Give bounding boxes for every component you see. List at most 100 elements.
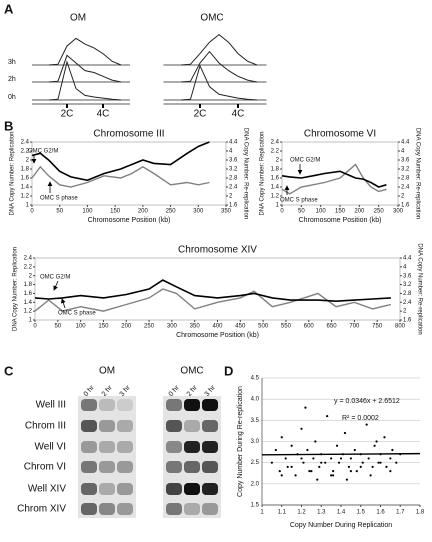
point (310, 470, 313, 473)
group-label: OM (99, 366, 115, 377)
trendline (261, 452, 421, 456)
point (300, 427, 303, 430)
y-tick-label: 2.5 (251, 460, 260, 466)
y2-tick-label: 1.6 (401, 203, 410, 209)
y-tick-label: 1 (29, 318, 33, 324)
point (347, 465, 350, 468)
blot-membrane (78, 396, 136, 518)
point (335, 444, 339, 447)
y-axis-title: DNA Copy Number: Replication (260, 131, 266, 215)
point (284, 457, 287, 460)
point (349, 470, 352, 473)
panel-title: OMC (200, 13, 223, 24)
y2-tick-label: 3.6 (403, 273, 412, 279)
x-tick-label: 0 (33, 324, 37, 330)
y-tick-label: 2.4 (271, 140, 280, 146)
y-tick-label: 2.4 (24, 256, 33, 262)
point (367, 457, 370, 460)
x-tick-label: 1.5 (357, 510, 366, 516)
y2-tick-label: 3.6 (229, 158, 238, 164)
point (278, 470, 281, 473)
series-annotation: OMC G2/M (290, 158, 320, 164)
y-tick-label: 2.0 (251, 481, 260, 487)
y2-tick-label: 2.8 (401, 176, 410, 182)
x-tick-label: 2C (61, 109, 74, 120)
x-tick-label: 200 (354, 209, 365, 215)
blot-membrane (163, 396, 221, 518)
x-tick-label: 250 (144, 324, 155, 330)
blot-band (184, 441, 200, 453)
y-tick-label: 1.2 (24, 309, 33, 315)
x-tick-label: 100 (76, 324, 87, 330)
blot-band (184, 483, 200, 495)
x-tick-label: 250 (166, 209, 177, 215)
row-label: Well III (36, 400, 66, 411)
y-tick-label: 4.5 (251, 376, 260, 382)
y-tick-label: 1.8 (24, 282, 33, 288)
point (395, 461, 398, 464)
density-trace (48, 60, 122, 101)
line-series (31, 165, 210, 188)
y2-tick-label: 4.4 (403, 256, 412, 262)
point (361, 461, 364, 464)
y2-tick-label: 2.8 (229, 176, 238, 182)
r-squared: R² = 0.0002 (342, 415, 379, 422)
chart-title: Chromosome III (93, 129, 164, 140)
x-axis-title: Chromosome Position (kb) (88, 217, 171, 224)
y2-axis-title: DNA Copy Number: Re-replication (416, 243, 422, 334)
density-trace (48, 37, 122, 66)
blot-band (81, 399, 97, 411)
y-tick-label: 1.6 (271, 176, 280, 182)
blot-band (202, 483, 218, 495)
x-tick-label: 550 (281, 324, 292, 330)
line-series (281, 170, 387, 188)
y2-axis-title: DNA Copy Number: Re-replication (242, 128, 248, 219)
x-tick-label: 600 (304, 324, 315, 330)
x-tick-label: 150 (110, 209, 121, 215)
blot-band (166, 420, 182, 432)
row-label: Well VI (35, 442, 67, 453)
x-tick-label: 50 (56, 209, 63, 215)
point (369, 474, 372, 477)
x-tick-label: 400 (212, 324, 223, 330)
panel-label: B (4, 118, 13, 133)
chart-title: Chromosome VI (304, 129, 376, 140)
point (391, 448, 394, 452)
blot-band (184, 461, 200, 473)
x-tick-label: 300 (167, 324, 178, 330)
row-label: Well XIV (28, 484, 66, 495)
density-trace (180, 33, 258, 66)
blot-band (202, 441, 218, 453)
point (355, 470, 358, 473)
y2-tick-label: 2.8 (403, 291, 412, 297)
point (286, 465, 289, 468)
blot-band (81, 420, 97, 432)
blot-band (81, 483, 97, 495)
point (274, 448, 277, 452)
point (332, 470, 335, 473)
point (373, 444, 376, 447)
x-tick-label: 100 (316, 209, 327, 215)
blot-band (117, 483, 133, 495)
row-label: Chrom XIV (17, 504, 66, 515)
x-tick-label: 800 (395, 324, 406, 330)
point (339, 457, 343, 460)
blot-band (117, 461, 133, 473)
blot-band (99, 503, 115, 515)
point (330, 474, 333, 477)
x-tick-label: 2C (194, 109, 207, 120)
y2-tick-label: 1.6 (229, 203, 238, 209)
x-tick-label: 1.1 (278, 510, 287, 516)
y-tick-label: 3.0 (251, 439, 260, 445)
y-tick-label: 1.4 (24, 300, 33, 306)
point (359, 465, 362, 468)
y2-tick-label: 4.4 (401, 140, 410, 146)
x-tick-label: 1.8 (416, 510, 425, 516)
point (312, 457, 315, 460)
point (389, 457, 392, 460)
y-tick-label: 3.5 (251, 418, 260, 424)
blot-band (166, 399, 182, 411)
series-annotation: OMC S phase (58, 311, 96, 317)
blot-band (117, 503, 133, 515)
x-tick-label: 1.3 (317, 510, 326, 516)
